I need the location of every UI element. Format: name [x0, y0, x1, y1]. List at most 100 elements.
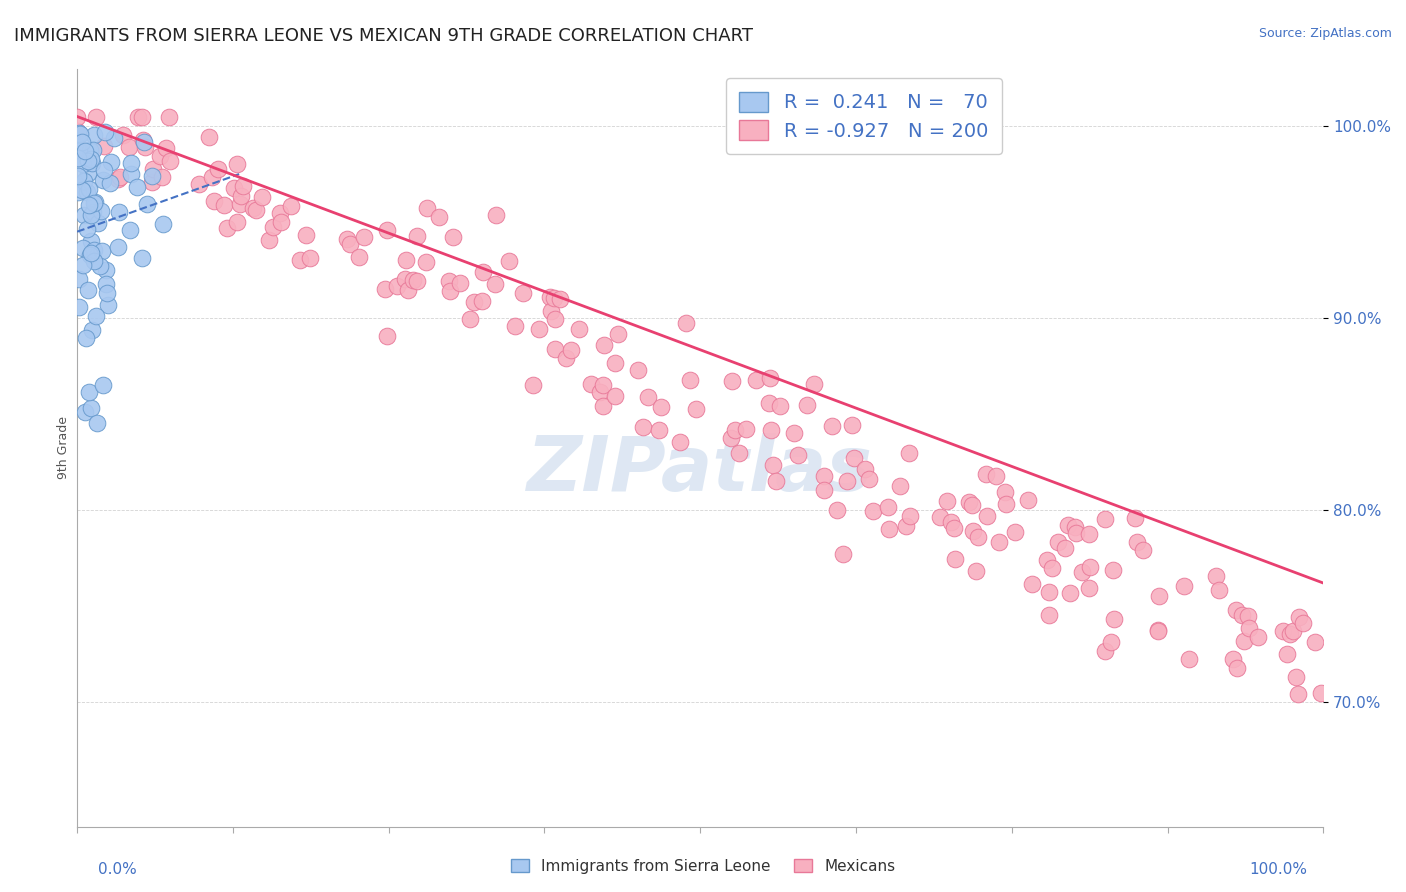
- Point: [543, 342, 565, 356]
- Point: [841, 418, 863, 433]
- Point: [1247, 630, 1270, 644]
- Text: IMMIGRANTS FROM SIERRA LEONE VS MEXICAN 9TH GRADE CORRELATION CHART: IMMIGRANTS FROM SIERRA LEONE VS MEXICAN …: [14, 27, 754, 45]
- Point: [1236, 608, 1258, 623]
- Point: [976, 509, 998, 524]
- Point: [965, 564, 987, 578]
- Point: [339, 237, 361, 252]
- Point: [1042, 561, 1064, 575]
- Point: [89, 259, 111, 273]
- Point: [79, 153, 101, 167]
- Point: [967, 530, 990, 544]
- Point: [149, 148, 172, 162]
- Point: [589, 385, 612, 400]
- Point: [503, 318, 526, 333]
- Point: [761, 423, 783, 437]
- Point: [82, 144, 104, 158]
- Point: [69, 127, 91, 141]
- Point: [94, 125, 117, 139]
- Point: [207, 161, 229, 176]
- Point: [1278, 626, 1301, 640]
- Point: [543, 291, 565, 305]
- Point: [568, 322, 591, 336]
- Point: [831, 547, 853, 561]
- Point: [66, 110, 89, 124]
- Point: [942, 521, 965, 535]
- Point: [889, 479, 911, 493]
- Point: [375, 222, 398, 236]
- Point: [76, 154, 98, 169]
- Point: [1046, 535, 1069, 549]
- Point: [1208, 583, 1230, 598]
- Point: [796, 398, 818, 412]
- Point: [813, 483, 835, 497]
- Point: [485, 208, 508, 222]
- Point: [1303, 635, 1326, 649]
- Point: [592, 377, 614, 392]
- Point: [1094, 644, 1116, 658]
- Text: Source: ZipAtlas.com: Source: ZipAtlas.com: [1258, 27, 1392, 40]
- Point: [787, 448, 810, 462]
- Point: [245, 203, 267, 218]
- Point: [120, 155, 142, 169]
- Point: [685, 401, 707, 416]
- Point: [131, 252, 153, 266]
- Point: [76, 185, 98, 199]
- Point: [94, 277, 117, 291]
- Point: [1104, 612, 1126, 626]
- Point: [83, 254, 105, 268]
- Point: [67, 169, 90, 183]
- Point: [527, 322, 550, 336]
- Point: [80, 156, 103, 170]
- Point: [103, 131, 125, 145]
- Point: [250, 190, 273, 204]
- Point: [66, 124, 89, 138]
- Point: [79, 143, 101, 157]
- Y-axis label: 9th Grade: 9th Grade: [58, 417, 70, 479]
- Point: [994, 497, 1017, 511]
- Point: [224, 181, 246, 195]
- Point: [98, 176, 121, 190]
- Point: [396, 283, 419, 297]
- Point: [83, 128, 105, 142]
- Point: [548, 292, 571, 306]
- Point: [1286, 687, 1309, 701]
- Point: [77, 198, 100, 212]
- Point: [232, 179, 254, 194]
- Point: [72, 258, 94, 272]
- Point: [835, 474, 858, 488]
- Point: [1078, 527, 1101, 541]
- Point: [67, 271, 90, 285]
- Point: [765, 475, 787, 489]
- Point: [441, 229, 464, 244]
- Point: [1272, 624, 1295, 638]
- Point: [803, 377, 825, 392]
- Point: [394, 272, 416, 286]
- Point: [935, 494, 957, 508]
- Point: [1281, 624, 1303, 639]
- Point: [974, 467, 997, 481]
- Point: [97, 298, 120, 312]
- Point: [1126, 535, 1149, 549]
- Point: [1147, 589, 1170, 603]
- Point: [821, 418, 844, 433]
- Point: [67, 144, 90, 158]
- Point: [84, 195, 107, 210]
- Point: [1292, 616, 1315, 631]
- Point: [79, 248, 101, 262]
- Point: [898, 509, 921, 524]
- Point: [522, 377, 544, 392]
- Point: [157, 110, 180, 124]
- Point: [79, 234, 101, 248]
- Point: [728, 446, 751, 460]
- Point: [929, 510, 952, 524]
- Point: [67, 151, 90, 165]
- Point: [605, 356, 627, 370]
- Point: [827, 503, 849, 517]
- Point: [127, 179, 149, 194]
- Point: [257, 233, 280, 247]
- Point: [229, 189, 252, 203]
- Point: [724, 424, 747, 438]
- Point: [439, 284, 461, 298]
- Point: [155, 141, 177, 155]
- Text: ZIPatlas: ZIPatlas: [527, 434, 873, 508]
